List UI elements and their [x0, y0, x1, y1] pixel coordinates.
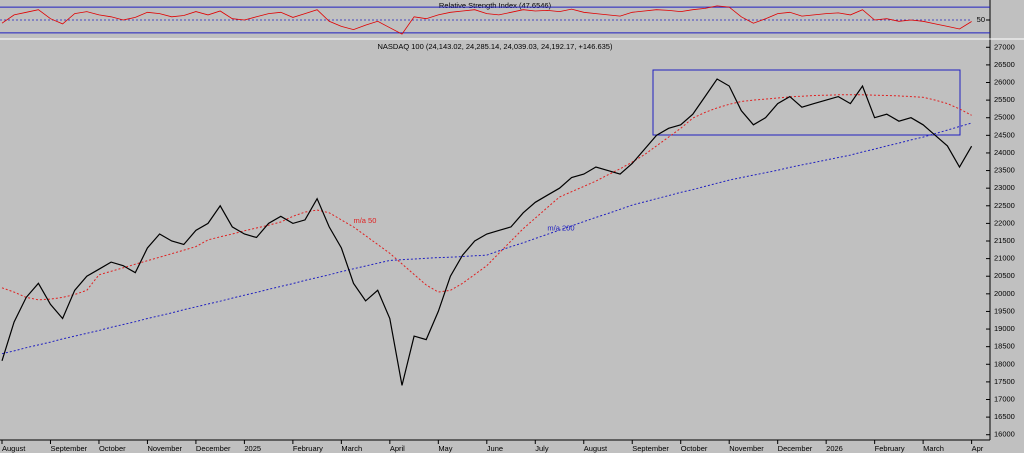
x-tick-label: August	[2, 444, 26, 453]
x-tick-label: 2025	[244, 444, 261, 453]
x-tick-label: September	[50, 444, 87, 453]
y-tick-label: 16000	[994, 430, 1015, 439]
y-tick-label: 24000	[994, 148, 1015, 157]
x-tick-label: June	[487, 444, 503, 453]
x-tick-label: July	[535, 444, 549, 453]
y-tick-label: 21500	[994, 236, 1015, 245]
y-tick-label: 18000	[994, 359, 1015, 368]
y-tick-label: 23500	[994, 166, 1015, 175]
x-tick-label: February	[875, 444, 905, 453]
y-tick-label: 26000	[994, 77, 1015, 86]
x-tick-label: April	[390, 444, 405, 453]
x-tick-label: October	[681, 444, 708, 453]
y-tick-label: 18500	[994, 342, 1015, 351]
x-tick-label: May	[438, 444, 452, 453]
moving-average	[1, 94, 972, 301]
y-tick-label: 25500	[994, 95, 1015, 104]
price-line	[1, 78, 973, 386]
y-tick-label: 20500	[994, 271, 1015, 280]
x-tick-label: 2026	[826, 444, 843, 453]
x-tick-label: November	[729, 444, 764, 453]
rsi-title: Relative Strength Index (47.6546)	[439, 1, 552, 10]
x-tick-label: October	[99, 444, 126, 453]
y-tick-label: 17500	[994, 377, 1015, 386]
x-tick-label: March	[341, 444, 362, 453]
x-tick-label: March	[923, 444, 944, 453]
y-tick-label: 16500	[994, 412, 1015, 421]
y-tick-label: 19500	[994, 306, 1015, 315]
moving-average	[1, 122, 972, 355]
series-label: m/a 200	[547, 223, 574, 232]
y-tick-label: 22000	[994, 218, 1015, 227]
y-tick-label: 19000	[994, 324, 1015, 333]
y-tick-label: 24500	[994, 130, 1015, 139]
y-tick-label: 26500	[994, 60, 1015, 69]
x-tick-label: December	[196, 444, 231, 453]
x-tick-label: November	[147, 444, 182, 453]
y-tick-label: 17000	[994, 394, 1015, 403]
y-tick-label: 20000	[994, 289, 1015, 298]
y-tick-label: 27000	[994, 42, 1015, 51]
x-tick-label: Apr	[972, 444, 984, 453]
x-tick-label: September	[632, 444, 669, 453]
chart-title: NASDAQ 100 (24,143.02, 24,285.14, 24,039…	[378, 42, 613, 51]
rsi-line	[1, 5, 972, 35]
series-label: m/a 50	[353, 216, 376, 225]
y-tick-label: 25000	[994, 113, 1015, 122]
range-box	[652, 69, 961, 136]
x-tick-label: August	[584, 444, 608, 453]
y-tick-label: 23000	[994, 183, 1015, 192]
x-tick-label: February	[293, 444, 323, 453]
y-tick-label: 22500	[994, 201, 1015, 210]
y-tick-label: 50	[977, 15, 985, 24]
y-tick-label: 21000	[994, 254, 1015, 263]
x-tick-label: December	[778, 444, 813, 453]
